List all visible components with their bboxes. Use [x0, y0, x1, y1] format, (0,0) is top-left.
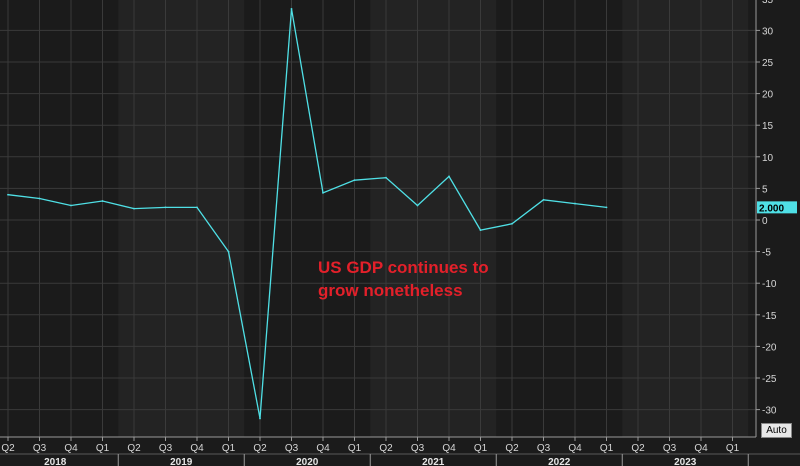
data-point — [479, 229, 482, 232]
y-tick-label: 25 — [762, 58, 774, 69]
data-point — [7, 193, 9, 196]
y-tick-label: 10 — [762, 153, 774, 164]
x-quarter-label: Q1 — [96, 443, 110, 454]
y-tick-label: -5 — [762, 248, 771, 259]
x-quarter-label: Q4 — [64, 443, 78, 454]
data-point — [385, 176, 387, 179]
vertical-gridlines — [7, 0, 733, 437]
x-quarter-label: Q2 — [379, 443, 393, 454]
data-point — [70, 204, 72, 207]
x-quarter-label: Q4 — [190, 443, 204, 454]
x-quarter-label: Q2 — [127, 443, 141, 454]
data-point — [196, 206, 198, 209]
data-point — [227, 250, 230, 253]
data-point — [322, 191, 324, 194]
y-axis: 35 30 25 20 15 10 5 0 -5 -10 -15 -20 -25 -30 2.000 — [755, 0, 797, 437]
data-point — [38, 197, 41, 200]
y-tick-label: -20 — [762, 342, 777, 353]
year-band — [622, 0, 749, 437]
x-quarter-label: Q2 — [505, 443, 519, 454]
last-value-label: 2.000 — [759, 203, 784, 214]
data-point — [164, 206, 167, 209]
data-point — [101, 200, 104, 202]
chart-annotation: US GDP continues to grow nonetheless — [318, 256, 489, 302]
y-tick-label: -10 — [762, 279, 777, 290]
y-tick-label: 0 — [762, 216, 768, 227]
x-year-label: 2020 — [296, 457, 319, 466]
data-point — [133, 207, 135, 210]
x-quarter-label: Q2 — [631, 443, 645, 454]
x-quarter-label: Q3 — [159, 443, 173, 454]
x-year-label: 2019 — [170, 457, 193, 466]
year-band — [118, 0, 245, 437]
y-tick-label: -30 — [762, 406, 777, 417]
y-tick-label: -25 — [762, 374, 777, 385]
x-quarter-label: Q1 — [726, 443, 740, 454]
annotation-line-2: grow nonetheless — [318, 281, 463, 300]
x-quarter-label: Q3 — [33, 443, 47, 454]
x-quarter-label: Q1 — [600, 443, 614, 454]
x-quarter-label: Q1 — [348, 443, 362, 454]
y-tick-label: 20 — [762, 90, 774, 101]
data-point — [542, 198, 545, 201]
x-axis: Q2 Q3 Q4 Q1 Q2 Q3 Q4 Q1 Q2 Q3 Q4 Q1 Q2 Q3 Q4 Q1 Q2 Q3 Q4 Q1… — [0, 436, 800, 466]
y-tick-label: -15 — [762, 311, 777, 322]
x-quarter-label: Q4 — [442, 443, 456, 454]
data-point — [416, 204, 419, 207]
x-year-label: 2018 — [44, 457, 67, 466]
x-quarter-label: Q4 — [316, 443, 330, 454]
data-point — [353, 179, 356, 182]
year-band — [370, 0, 497, 437]
data-point — [605, 206, 608, 209]
data-point — [290, 8, 293, 10]
x-quarter-label: Q3 — [663, 443, 677, 454]
y-tick-label: 15 — [762, 121, 774, 132]
data-point — [448, 175, 450, 178]
last-value-badge — [757, 201, 797, 214]
data-point — [574, 202, 576, 205]
x-year-label: 2023 — [674, 457, 697, 466]
x-quarter-label: Q3 — [411, 443, 425, 454]
auto-scale-button[interactable]: Auto — [761, 423, 792, 438]
x-quarter-label: Q3 — [285, 443, 299, 454]
y-tick-label: 5 — [762, 184, 768, 195]
x-quarter-label: Q2 — [1, 443, 15, 454]
x-quarter-label: Q2 — [253, 443, 267, 454]
x-quarter-label: Q3 — [537, 443, 551, 454]
annotation-line-1: US GDP continues to — [318, 258, 489, 277]
series-layer — [7, 8, 608, 420]
x-quarter-label: Q1 — [474, 443, 488, 454]
y-tick-label: 30 — [762, 26, 774, 37]
x-quarter-label: Q1 — [222, 443, 236, 454]
x-quarter-label: Q4 — [694, 443, 708, 454]
horizontal-gridlines — [0, 29, 756, 411]
data-point — [259, 417, 261, 420]
x-year-label: 2021 — [422, 457, 445, 466]
x-year-label: 2022 — [548, 457, 571, 466]
series-line-0 — [7, 8, 607, 419]
x-quarter-label: Q4 — [568, 443, 582, 454]
data-point — [511, 222, 513, 225]
y-tick-label: 35 — [762, 0, 774, 6]
